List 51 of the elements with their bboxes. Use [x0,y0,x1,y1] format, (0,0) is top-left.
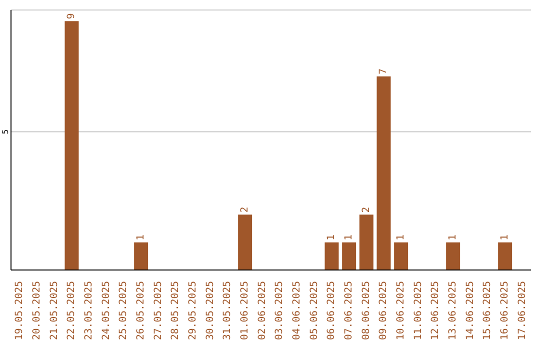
x-tick-label: 11.06.2025 [412,280,424,340]
bar [342,242,356,270]
x-tick-label: 03.06.2025 [274,280,286,340]
bar [64,21,79,270]
x-tick-label: 05.06.2025 [308,280,320,340]
x-tick-label: 27.05.2025 [152,280,164,340]
data-label: 7 [378,68,390,74]
x-tick-label: 26.05.2025 [136,280,146,340]
data-label: 2 [360,206,372,213]
data-label: 2 [240,206,251,213]
x-tick-label: 17.06.2025 [516,280,528,340]
x-tick-label: 25.05.2025 [118,280,130,340]
y-tick-label: 5 [1,129,10,134]
x-tick-label: 29.05.2025 [188,280,198,340]
x-tick-label: 31.05.2025 [222,280,234,340]
data-label: 9 [66,13,78,20]
x-tick-label: 30.05.2025 [204,280,216,340]
bar [324,242,339,270]
x-tick-label: 23.05.2025 [84,280,94,340]
bar [238,214,252,270]
data-label: 1 [396,234,407,240]
x-tick-label: 28.05.2025 [170,280,182,340]
x-tick-label: 02.06.2025 [256,280,268,340]
x-tick-label: 16.06.2025 [500,280,510,340]
x-tick-label: 08.06.2025 [360,280,372,340]
x-tick-label: 04.06.2025 [292,280,302,340]
x-tick-label: 19.05.2025 [14,280,26,340]
bar [376,76,391,270]
x-tick-label: 15.06.2025 [482,280,494,340]
bar [134,242,148,270]
data-label: 1 [448,234,459,240]
x-tick-label: 21.05.2025 [48,280,60,340]
x-tick-label: 13.06.2025 [448,280,458,340]
x-tick-label: 07.06.2025 [344,280,354,340]
x-tick-label: 14.06.2025 [464,280,476,340]
bar [498,242,512,270]
x-tick-label: 12.06.2025 [430,280,442,340]
x-tick-label: 22.05.2025 [66,280,78,340]
bar [446,242,460,270]
x-tick-label: 09.06.2025 [378,280,390,340]
data-label: 1 [326,234,338,240]
data-label: 1 [500,234,511,240]
x-tick-label: 06.06.2025 [326,280,338,340]
data-label: 1 [136,234,147,240]
data-label: 1 [344,234,355,240]
bar [359,214,374,270]
x-tick-label: 10.06.2025 [396,280,406,340]
x-tick-label: 01.06.2025 [240,280,250,340]
x-tick-label: 24.05.2025 [100,280,112,340]
bar [394,242,408,270]
x-tick-label: 20.05.2025 [32,280,42,340]
